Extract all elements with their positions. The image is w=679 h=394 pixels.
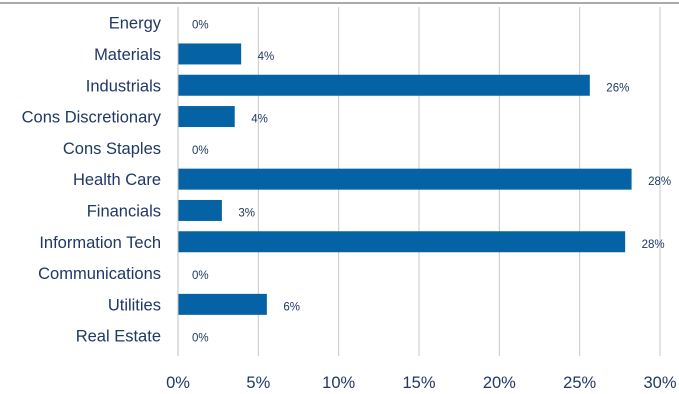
category-label: Cons Staples <box>63 140 161 158</box>
category-labels: Energy Materials Industrials Cons Discretio… <box>22 15 162 346</box>
data-label: 0% <box>192 145 209 157</box>
data-label: 0% <box>192 270 209 282</box>
data-label: 0% <box>192 20 209 32</box>
x-tick-label: 10% <box>322 374 355 392</box>
bar <box>178 199 222 221</box>
data-label: 4% <box>258 51 275 63</box>
category-label: Energy <box>109 15 162 33</box>
data-label: 3% <box>238 207 255 219</box>
category-label: Materials <box>94 46 161 64</box>
data-label: 0% <box>192 333 209 345</box>
category-label: Industrials <box>86 77 161 95</box>
x-tick-label: 15% <box>402 374 435 392</box>
bar <box>178 168 632 190</box>
bar <box>178 74 590 96</box>
bars <box>178 43 632 315</box>
x-tick-label: 0% <box>166 374 190 392</box>
data-label: 6% <box>283 301 300 313</box>
category-label: Cons Discretionary <box>22 109 162 127</box>
bar <box>178 106 235 128</box>
data-label: 28% <box>648 176 671 188</box>
x-tick-label: 30% <box>643 374 676 392</box>
data-label: 4% <box>251 114 268 126</box>
category-label: Health Care <box>73 171 161 189</box>
category-label: Utilities <box>108 296 161 314</box>
x-axis-ticks: 0% 5% 10% 15% 20% 25% 30% <box>166 374 677 392</box>
x-tick-label: 25% <box>563 374 596 392</box>
category-label: Financials <box>87 202 161 220</box>
category-label: Information Tech <box>39 234 161 252</box>
data-label: 26% <box>606 82 629 94</box>
bar <box>178 293 267 315</box>
category-label: Communications <box>38 265 161 283</box>
x-tick-label: 5% <box>246 374 270 392</box>
data-labels: 0% 4% 26% 4% 0% 28% 3% 28% 0% 6% 0% <box>192 20 671 345</box>
x-tick-label: 20% <box>483 374 516 392</box>
bar <box>178 231 626 253</box>
bar <box>178 43 242 65</box>
data-label: 28% <box>642 239 665 251</box>
category-label: Real Estate <box>76 328 161 346</box>
